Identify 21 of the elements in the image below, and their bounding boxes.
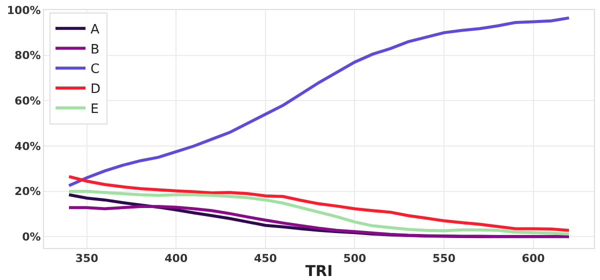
- y-tick-label: 20%: [14, 185, 41, 198]
- x-tick-label: 550: [432, 252, 456, 266]
- x-tick-label: 400: [164, 252, 188, 266]
- y-tick-label: 60%: [14, 94, 41, 108]
- x-axis-title: TRI: [305, 262, 333, 280]
- x-tick-label: 350: [75, 252, 99, 266]
- line-series: [68, 16, 570, 188]
- y-tick-label: 40%: [14, 140, 41, 153]
- legend-label: C: [90, 62, 100, 78]
- legend-label: D: [90, 82, 101, 98]
- x-tick-label: 600: [522, 252, 546, 266]
- y-tick-label: 0%: [22, 230, 41, 244]
- line-series: [68, 175, 570, 232]
- legend-label: A: [90, 22, 100, 38]
- legend-label: B: [90, 42, 100, 58]
- line-series: [68, 205, 570, 238]
- y-tick-label: 80%: [14, 49, 41, 62]
- x-tick-label: 500: [343, 252, 367, 266]
- legend-label: E: [90, 102, 99, 117]
- x-tick-label: 450: [254, 252, 278, 266]
- y-tick-label: 100%: [6, 4, 41, 17]
